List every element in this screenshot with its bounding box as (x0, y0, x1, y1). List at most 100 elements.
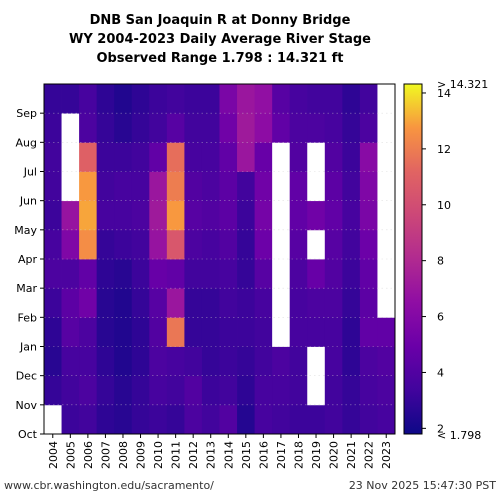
x-tick-label-2009: 2009 (135, 441, 148, 469)
y-tick-label-dec: Dec (16, 370, 37, 383)
heatmap-cell-2005-Nov (61, 375, 80, 406)
heatmap-cell-2021-Apr (342, 229, 361, 260)
heatmap-cell-2018-Oct (289, 404, 308, 435)
heatmap-cell-2008-Apr (114, 229, 133, 260)
heatmap-cell-2019-Apr (307, 229, 326, 260)
heatmap-cell-2018-Mar (289, 259, 308, 289)
y-tick-label-apr: Apr (18, 253, 38, 266)
x-tick-label-2023: 2023 (380, 441, 393, 469)
heatmap-cell-2021-Feb (342, 288, 361, 318)
x-tick-label-2016: 2016 (257, 441, 270, 469)
heatmap-cell-2013-Apr (201, 229, 220, 260)
heatmap-cell-2015-May (237, 200, 255, 231)
heatmap-cell-2012-Dec (184, 346, 203, 377)
heatmap-cell-2005-May (61, 200, 80, 231)
heatmap-cell-2019-Dec (307, 346, 326, 377)
heatmap-cell-2022-Apr (359, 229, 378, 260)
heatmap-cell-2009-May (131, 200, 150, 231)
heatmap-cell-2010-Aug (149, 113, 168, 143)
heatmap-cell-2009-Oct (131, 404, 150, 435)
heatmap-cell-2017-Aug (272, 113, 291, 143)
heatmap-cell-2020-Jul (324, 142, 343, 172)
heatmap-cell-2006-Oct (79, 404, 98, 435)
heatmap-cell-2007-Jan (96, 317, 115, 347)
heatmap-cell-2022-Mar (359, 259, 378, 289)
heatmap-cell-2012-Aug (184, 113, 203, 143)
heatmap-cell-2015-Jan (237, 317, 255, 347)
heatmap-cell-2006-Jun (79, 171, 98, 202)
heatmap-cell-2005-Jan (61, 317, 80, 347)
heatmap-cell-2017-Apr (272, 229, 291, 260)
heatmap-cell-2010-Apr (149, 229, 168, 260)
heatmap-cell-2017-Jun (272, 171, 291, 202)
heatmap-cell-2008-Mar (114, 259, 133, 289)
heatmap-cell-2008-Dec (114, 346, 133, 377)
heatmap-cell-2019-May (307, 200, 326, 231)
heatmap-cell-2010-Feb (149, 288, 168, 318)
heatmap-cell-2009-Jan (131, 317, 150, 347)
colorbar-ticks: 2 4 6 8 10 12 14 (422, 87, 451, 435)
heatmap-cell-2019-Sep (307, 84, 326, 114)
heatmap-cell-2020-Sep (324, 84, 343, 114)
heatmap-cell-2012-Mar (184, 259, 203, 289)
heatmap-cell-2023-Mar (377, 259, 396, 289)
heatmap-cell-2022-Sep (359, 84, 378, 114)
heatmap-cell-2006-Jul (79, 142, 98, 172)
heatmap-cell-2007-Aug (96, 113, 115, 143)
chart-title-line-3: Observed Range 1.798 : 14.321 ft (96, 51, 343, 66)
heatmap-cell-2015-Aug (237, 113, 255, 143)
heatmap-cell-2011-Apr (166, 229, 185, 260)
heatmap-cell-2005-Apr (61, 229, 80, 260)
heatmap-cell-2012-Feb (184, 288, 203, 318)
heatmap-cell-2010-Jan (149, 317, 168, 347)
heatmap-cell-2022-Jan (359, 317, 378, 347)
heatmap-cell-2010-May (149, 200, 168, 231)
heatmap-cell-2013-Mar (201, 259, 220, 289)
heatmap-cell-2007-Mar (96, 259, 115, 289)
heatmap-cell-2023-Apr (377, 229, 396, 260)
chart-title-line-1: DNB San Joaquin R at Donny Bridge (90, 13, 351, 28)
heatmap-cell-2011-Feb (166, 288, 185, 318)
heatmap-cell-2011-Dec (166, 346, 185, 377)
heatmap-cell-2018-Aug (289, 113, 308, 143)
heatmap-cell-2023-Aug (377, 113, 396, 143)
heatmap-cell-2014-Jan (219, 317, 238, 347)
heatmap-cell-2019-Mar (307, 259, 326, 289)
colorbar-tick-label-2: 2 (437, 422, 444, 435)
heatmap-cell-2011-Jul (166, 142, 185, 172)
heatmap-cell-2007-Dec (96, 346, 115, 377)
heatmap-cell-2004-Jun (44, 171, 62, 202)
heatmap-cell-2011-Jun (166, 171, 185, 202)
heatmap-cell-2004-Nov (44, 375, 62, 406)
heatmap-cell-2014-Apr (219, 229, 238, 260)
heatmap-cell-2007-May (96, 200, 115, 231)
heatmap-cell-2022-Feb (359, 288, 378, 318)
x-tick-label-2015: 2015 (240, 441, 253, 469)
heatmap-cell-2015-Jul (237, 142, 255, 172)
heatmap-cell-2008-Jan (114, 317, 133, 347)
heatmap-cell-2019-Feb (307, 288, 326, 318)
heatmap-cell-2022-Dec (359, 346, 378, 377)
colorbar-tick-label-12: 12 (437, 143, 451, 156)
y-axis: Oct Nov Dec Jan Feb Mar Apr May Jun Jul Aug Sep (14, 107, 44, 441)
heatmap-cell-2014-May (219, 200, 238, 231)
x-tick-label-2022: 2022 (363, 441, 376, 469)
heatmap-cell-2006-Feb (79, 288, 98, 318)
heatmap-cell-2022-Nov (359, 375, 378, 406)
heatmap-cell-2009-Dec (131, 346, 150, 377)
y-tick-label-oct: Oct (18, 428, 38, 441)
heatmap-cell-2006-Aug (79, 113, 98, 143)
heatmap-cell-2016-Mar (254, 259, 273, 289)
heatmap-cell-2009-Aug (131, 113, 150, 143)
heatmap-cell-2020-Apr (324, 229, 343, 260)
heatmap-cell-2018-Dec (289, 346, 308, 377)
heatmap-cell-2009-Apr (131, 229, 150, 260)
heatmap-cell-2013-May (201, 200, 220, 231)
heatmap-cell-2022-Jun (359, 171, 378, 202)
heatmap-cell-2007-Feb (96, 288, 115, 318)
heatmap-cell-2008-Aug (114, 113, 133, 143)
heatmap-cell-2021-Nov (342, 375, 361, 406)
heatmap-cell-2013-Jan (201, 317, 220, 347)
heatmap-cell-2007-Jun (96, 171, 115, 202)
heatmap-cell-2018-Nov (289, 375, 308, 406)
